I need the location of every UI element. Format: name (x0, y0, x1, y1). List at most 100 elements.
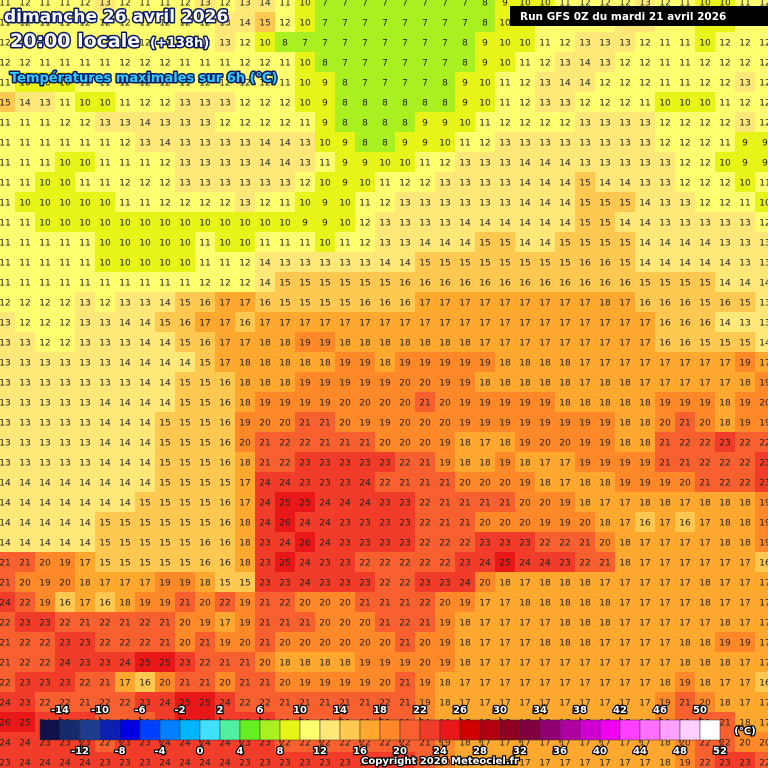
temperature-cell (335, 552, 355, 572)
temperature-cell (535, 152, 555, 172)
temperature-cell (415, 292, 435, 312)
temperature-value: 20 (339, 619, 351, 629)
temperature-cell (75, 132, 95, 152)
temperature-value: 13 (659, 199, 670, 209)
temperature-value: 16 (359, 299, 371, 309)
temperature-value: 17 (519, 339, 530, 349)
temperature-value: 24 (299, 559, 311, 569)
temperature-value: 15 (119, 559, 130, 569)
temperature-cell (555, 252, 575, 272)
temperature-value: 13 (119, 339, 130, 349)
temperature-cell (155, 152, 175, 172)
temperature-cell (0, 332, 15, 352)
temperature-value: 17 (719, 379, 730, 389)
temperature-cell (655, 572, 675, 592)
temperature-value: 19 (39, 579, 51, 589)
temperature-value: 18 (619, 419, 631, 429)
temperature-value: 20 (519, 519, 531, 529)
temperature-value: 13 (59, 379, 70, 389)
temperature-value: 19 (619, 479, 631, 489)
temperature-value: 21 (159, 619, 170, 629)
temperature-cell (335, 572, 355, 592)
temperature-cell (235, 392, 255, 412)
temperature-cell (755, 32, 768, 52)
temperature-cell (375, 12, 395, 32)
temperature-value: 24 (279, 539, 291, 549)
temperature-cell (635, 552, 655, 572)
temperature-value: 21 (0, 639, 11, 649)
temperature-cell (535, 492, 555, 512)
temperature-cell (55, 452, 75, 472)
temperature-value: 13 (279, 259, 290, 269)
temperature-value: 23 (99, 659, 110, 669)
temperature-value: 15 (619, 199, 630, 209)
temperature-cell (475, 472, 495, 492)
temperature-value: 13 (559, 139, 570, 149)
temperature-cell (255, 372, 275, 392)
temperature-cell (715, 552, 735, 572)
temperature-cell (675, 112, 695, 132)
temperature-cell (595, 332, 615, 352)
temperature-value: 14 (99, 459, 111, 469)
temperature-cell (275, 52, 295, 72)
temperature-cell (435, 492, 455, 512)
temperature-value: 17 (279, 319, 290, 329)
temperature-value: 13 (319, 259, 330, 269)
temperature-value: 19 (359, 359, 371, 369)
temperature-value: 12 (39, 319, 50, 329)
temperature-cell (155, 112, 175, 132)
temperature-value: 17 (639, 679, 650, 689)
legend-label: 26 (453, 705, 467, 716)
temperature-value: 16 (639, 299, 651, 309)
temperature-value: 21 (699, 479, 710, 489)
legend-swatch (319, 719, 341, 741)
temperature-value: 11 (0, 179, 11, 189)
temperature-value: 24 (339, 499, 351, 509)
temperature-cell (155, 52, 175, 72)
temperature-cell (575, 512, 595, 532)
temperature-value: 7 (442, 19, 448, 29)
legend-label: 52 (713, 746, 727, 757)
temperature-value: 11 (459, 139, 470, 149)
temperature-value: 14 (459, 239, 471, 249)
temperature-cell (355, 572, 375, 592)
temperature-value: 13 (59, 419, 70, 429)
temperature-cell (0, 552, 15, 572)
temperature-value: 20 (539, 499, 551, 509)
temperature-value: 13 (199, 99, 210, 109)
temperature-value: 13 (0, 459, 11, 469)
temperature-cell (755, 352, 768, 372)
temperature-value: 21 (79, 619, 90, 629)
temperature-value: 17 (579, 299, 590, 309)
temperature-value: 14 (19, 499, 31, 509)
temperature-value: 12 (659, 139, 670, 149)
temperature-value: 18 (359, 339, 371, 349)
temperature-value: 17 (499, 659, 510, 669)
temperature-cell (735, 112, 755, 132)
temperature-value: 14 (39, 519, 51, 529)
temperature-value: 19 (639, 479, 651, 489)
temperature-value: 20 (59, 579, 71, 589)
temperature-cell (255, 212, 275, 232)
temperature-value: 15 (159, 559, 170, 569)
temperature-value: 17 (319, 319, 330, 329)
temperature-value: 10 (59, 199, 71, 209)
temperature-value: 17 (619, 299, 630, 309)
temperature-value: 16 (519, 279, 531, 289)
temperature-cell (635, 292, 655, 312)
temperature-cell (595, 372, 615, 392)
temperature-cell (375, 392, 395, 412)
temperature-value: 17 (579, 759, 590, 768)
temperature-cell (615, 532, 635, 552)
temperature-cell (295, 332, 315, 352)
temperature-value: 11 (79, 259, 90, 269)
temperature-value: 7 (422, 79, 428, 89)
temperature-cell (715, 452, 735, 472)
temperature-cell (15, 112, 35, 132)
temperature-cell (115, 512, 135, 532)
temperature-cell (175, 332, 195, 352)
temperature-value: 10 (299, 59, 311, 69)
temperature-value: 12 (199, 279, 210, 289)
temperature-value: 20 (539, 439, 551, 449)
temperature-cell (595, 392, 615, 412)
